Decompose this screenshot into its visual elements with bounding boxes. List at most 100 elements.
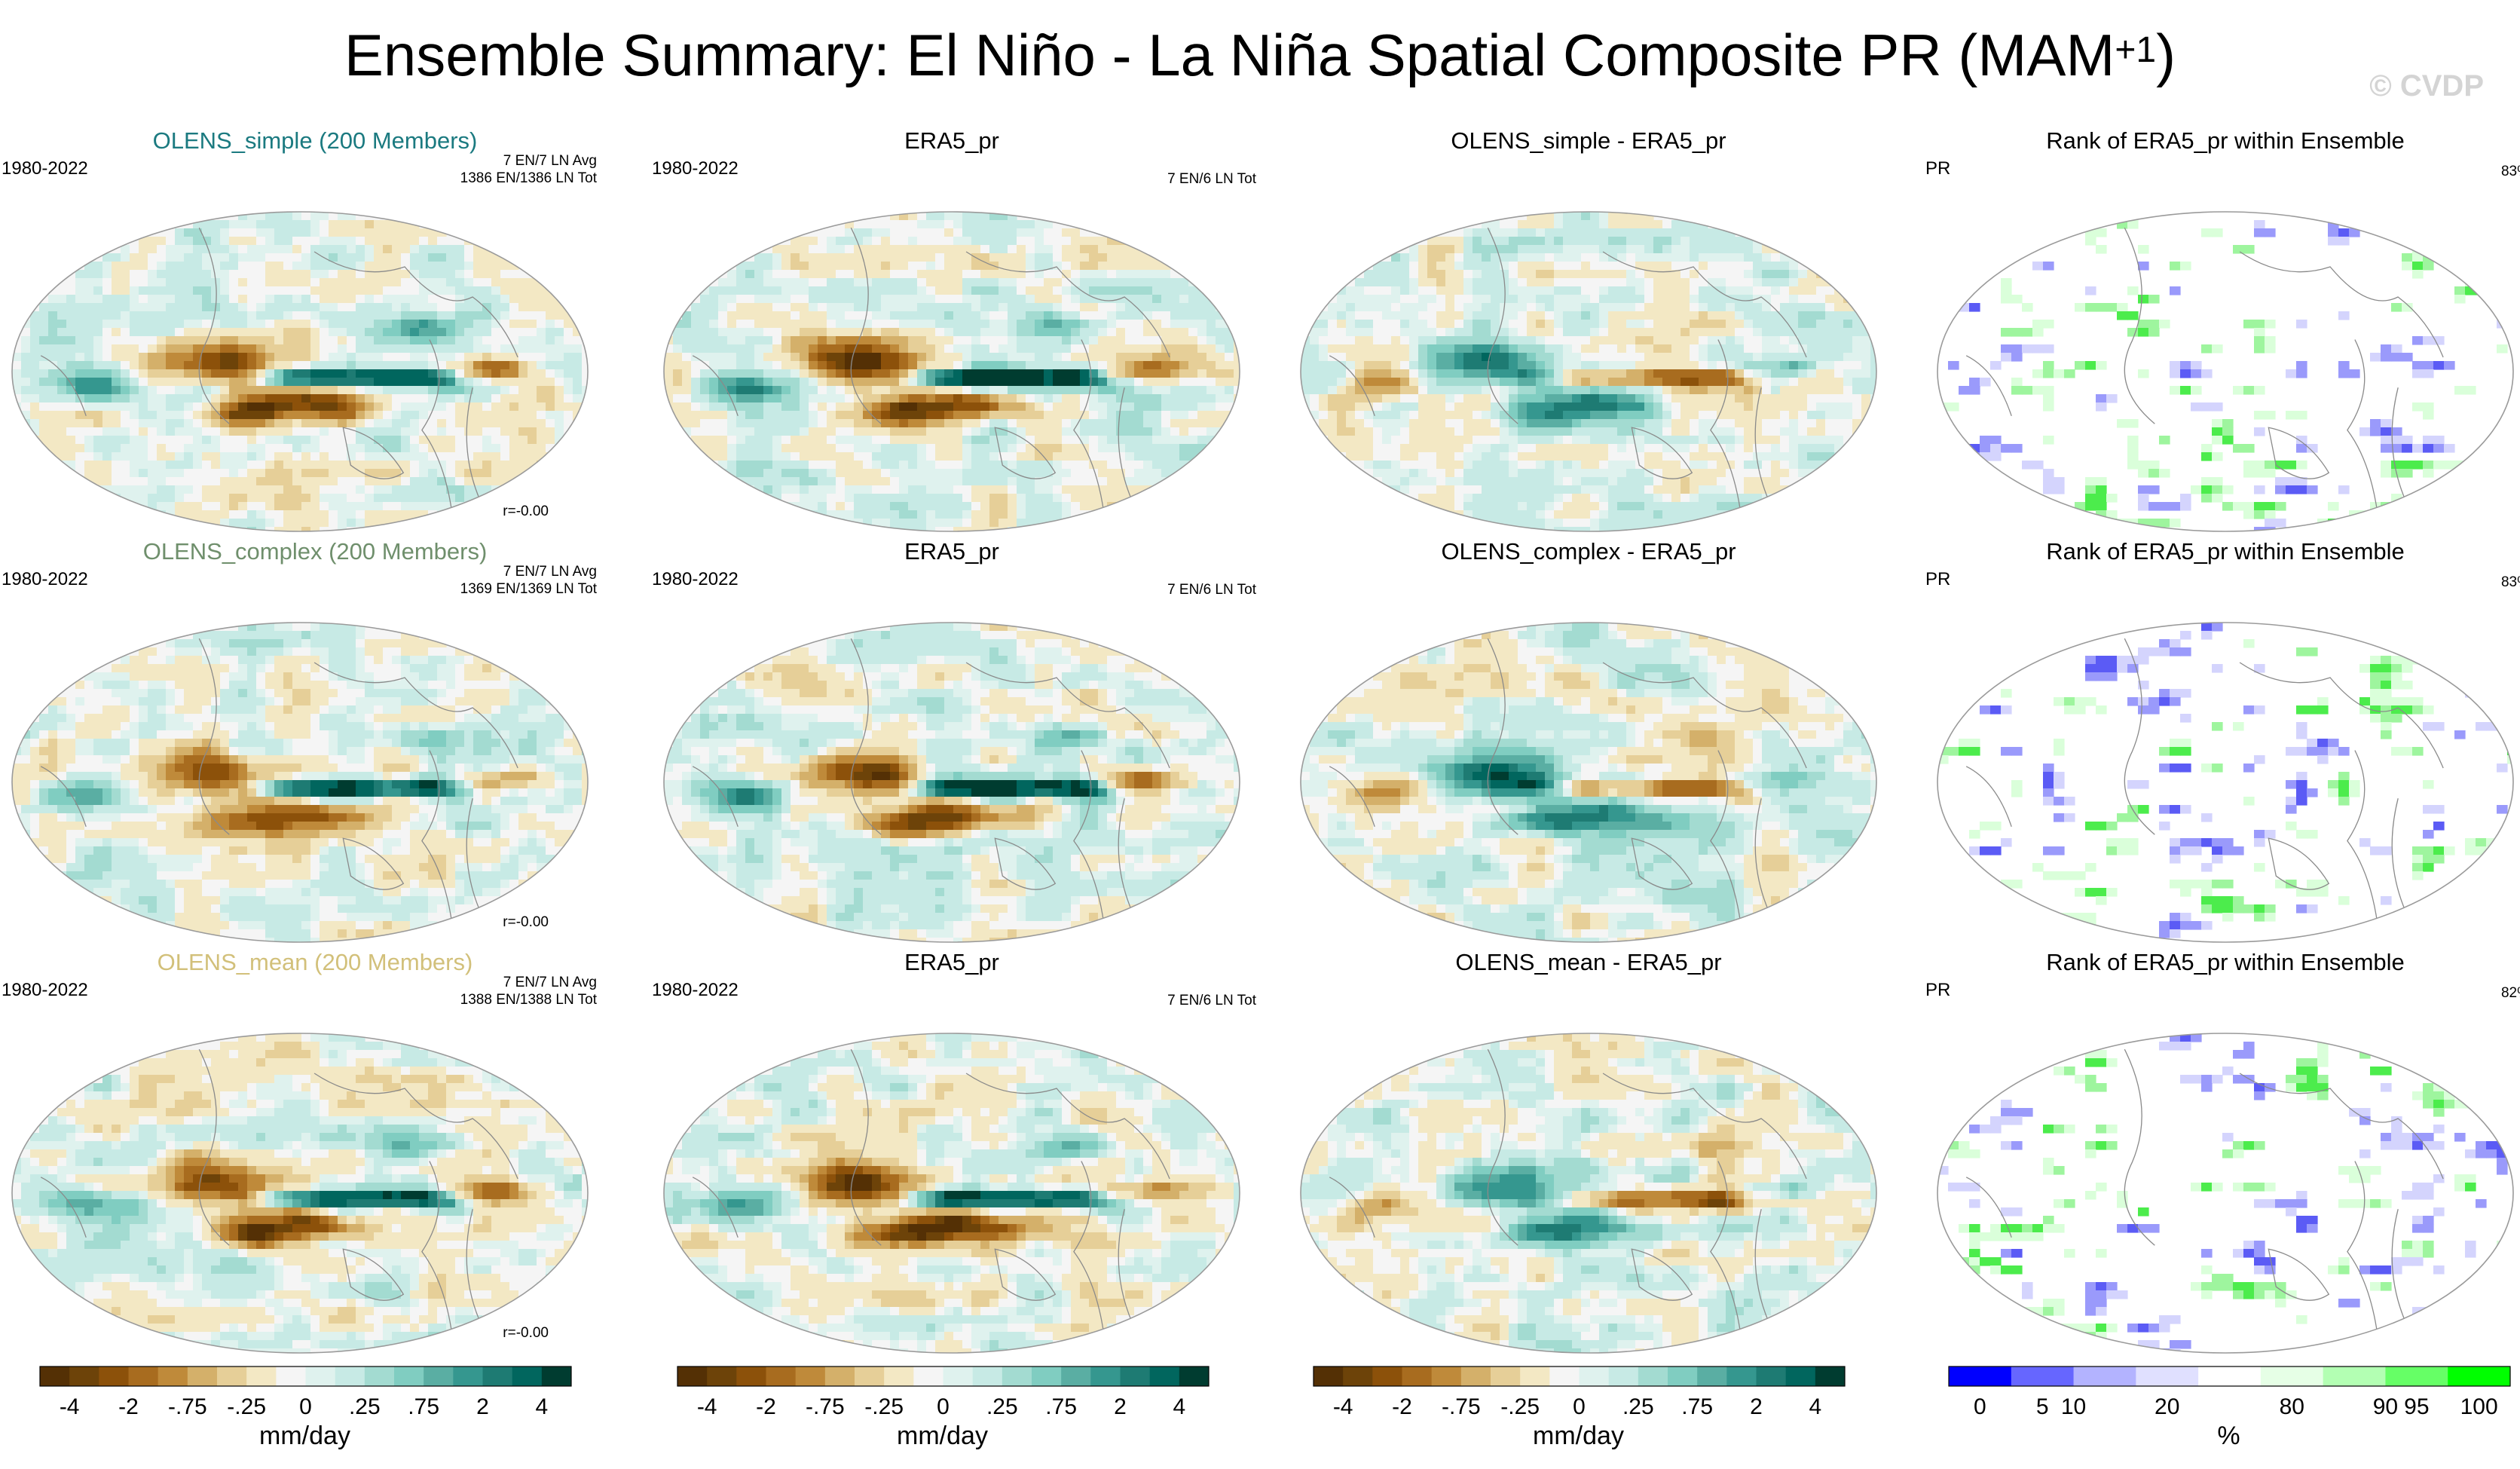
colorbar-swatch [1949,1366,2012,1386]
map-field [1301,212,1876,531]
colorbar-1: -4 -2 -.75 -.25 0 .25 .75 2 4 mm/day [39,1366,650,1456]
panel-title: Rank of ERA5_pr within Ensemble [2046,949,2405,975]
colorbar-tick: -4 [1332,1394,1353,1419]
colorbar-swatch [972,1366,1003,1386]
colorbar-swatch [276,1366,306,1386]
colorbar-ticks: -4 -2 -.75 -.25 0 .25 .75 2 4 [39,1394,650,1425]
colorbar-swatches [39,1366,572,1387]
event-count: 7 EN/7 LN Avg 1386 EN/1386 LN Tot [460,153,597,186]
colorbar-tick: .75 [408,1394,440,1419]
colorbar-swatch [1608,1366,1639,1386]
map-field [664,623,1240,942]
colorbar-swatch [1343,1366,1373,1386]
colorbar-tick: 4 [1809,1394,1822,1419]
colorbar-swatch [335,1366,365,1386]
colorbar-swatch [40,1366,70,1386]
colorbar-swatch [677,1366,708,1386]
coastlines [40,638,518,942]
colorbar-tick: 2 [1750,1394,1763,1419]
colorbar-tick: -2 [756,1394,776,1419]
map-panel-1-4: Rank of ERA5_pr within Ensemble PR 83% [1910,127,2520,537]
variable-label: PR [1925,158,1951,179]
colorbar-tick: 20 [2155,1394,2180,1419]
colorbar-tick: 95 [2404,1394,2430,1419]
colorbar-3: -4 -2 -.75 -.25 0 .25 .75 2 4 mm/day [1313,1366,1923,1456]
colorbar-swatch [795,1366,826,1386]
colorbar-tick: 0 [937,1394,950,1419]
map-canvas [1937,622,2514,943]
map-canvas [1937,211,2514,532]
colorbar-swatch [1372,1366,1402,1386]
colorbar-unit: mm/day [259,1422,350,1450]
colorbar-frame [1948,1366,2511,1387]
year-range: 1980-2022 [652,569,739,589]
panel-title: ERA5_pr [904,127,999,154]
panel-title: OLENS_mean - ERA5_pr [1455,949,1722,975]
map-panel-2-4: Rank of ERA5_pr within Ensemble PR 83% [1910,537,2520,948]
panel-title: Rank of ERA5_pr within Ensemble [2046,127,2405,154]
colorbar-swatch [1697,1366,1727,1386]
colorbar-swatch [1579,1366,1610,1386]
map-field [12,212,588,531]
map-field [1937,212,2513,531]
colorbar-tick: 5 [2035,1394,2049,1419]
pattern-correlation: r=-0.00 [503,1325,549,1341]
colorbar-swatch [1120,1366,1151,1386]
colorbar-swatch [2260,1366,2324,1386]
map-field [1301,623,1876,942]
map-canvas [1937,1033,2514,1354]
colorbar-tick: 2 [476,1394,489,1419]
colorbar-swatch [1491,1366,1521,1386]
colorbar-ticks: -4 -2 -.75 -.25 0 .25 .75 2 4 [1313,1394,1923,1425]
colorbar-frame [677,1366,1210,1387]
map-field [12,1033,588,1353]
colorbar-tick: -4 [59,1394,80,1419]
colorbar-swatch [1314,1366,1344,1386]
map-outline [663,1033,1240,1354]
rank-percent: 83% [2500,574,2520,590]
colorbar-swatch [69,1366,99,1386]
cvdp-watermark: © CVDP [2369,69,2484,103]
colorbar-tick: -.75 [1441,1394,1481,1419]
year-range: 1980-2022 [2,980,88,1000]
colorbar-swatch [2011,1366,2075,1386]
colorbar-tick: -2 [1392,1394,1412,1419]
colorbar-swatch [453,1366,483,1386]
colorbar-unit: % [2217,1422,2240,1450]
colorbar-tick: -.25 [1500,1394,1540,1419]
year-range: 1980-2022 [2,569,88,589]
colorbar-swatch [913,1366,943,1386]
map-field [664,1033,1240,1353]
colorbar-frame [1313,1366,1846,1387]
colorbar-unit: mm/day [897,1422,988,1450]
colorbar-frame [39,1366,572,1387]
colorbar-tick: 0 [1573,1394,1586,1419]
panel-title: ERA5_pr [904,538,999,565]
colorbar-tick: -2 [118,1394,139,1419]
colorbar-swatch [394,1366,424,1386]
colorbar-tick: -.25 [227,1394,267,1419]
colorbar-swatch [1668,1366,1698,1386]
colorbar-swatch [1756,1366,1787,1386]
figure-title: Ensemble Summary: El Niño - La Niña Spat… [344,22,2176,88]
colorbar-swatch [512,1366,543,1386]
colorbar-swatch [158,1366,188,1386]
colorbar-swatch [1002,1366,1032,1386]
panel-title: OLENS_complex (200 Members) [142,538,488,565]
map-canvas [11,622,589,943]
map-canvas [11,1033,589,1354]
colorbar-swatch [2198,1366,2262,1386]
colorbar-swatch [1179,1366,1210,1386]
coastlines [1965,1048,2444,1353]
map-outline [11,211,589,532]
colorbar-swatch [2385,1366,2448,1386]
colorbar-tick: 4 [535,1394,549,1419]
colorbar-swatch [855,1366,885,1386]
colorbar-tick: -.75 [167,1394,207,1419]
event-count: 7 EN/6 LN Tot [1167,171,1256,187]
colorbar-swatch [2136,1366,2199,1386]
colorbar-swatch [217,1366,247,1386]
colorbar-swatch [99,1366,129,1386]
colorbar-tick: .25 [348,1394,381,1419]
event-count: 7 EN/7 LN Avg 1369 EN/1369 LN Tot [460,564,597,597]
